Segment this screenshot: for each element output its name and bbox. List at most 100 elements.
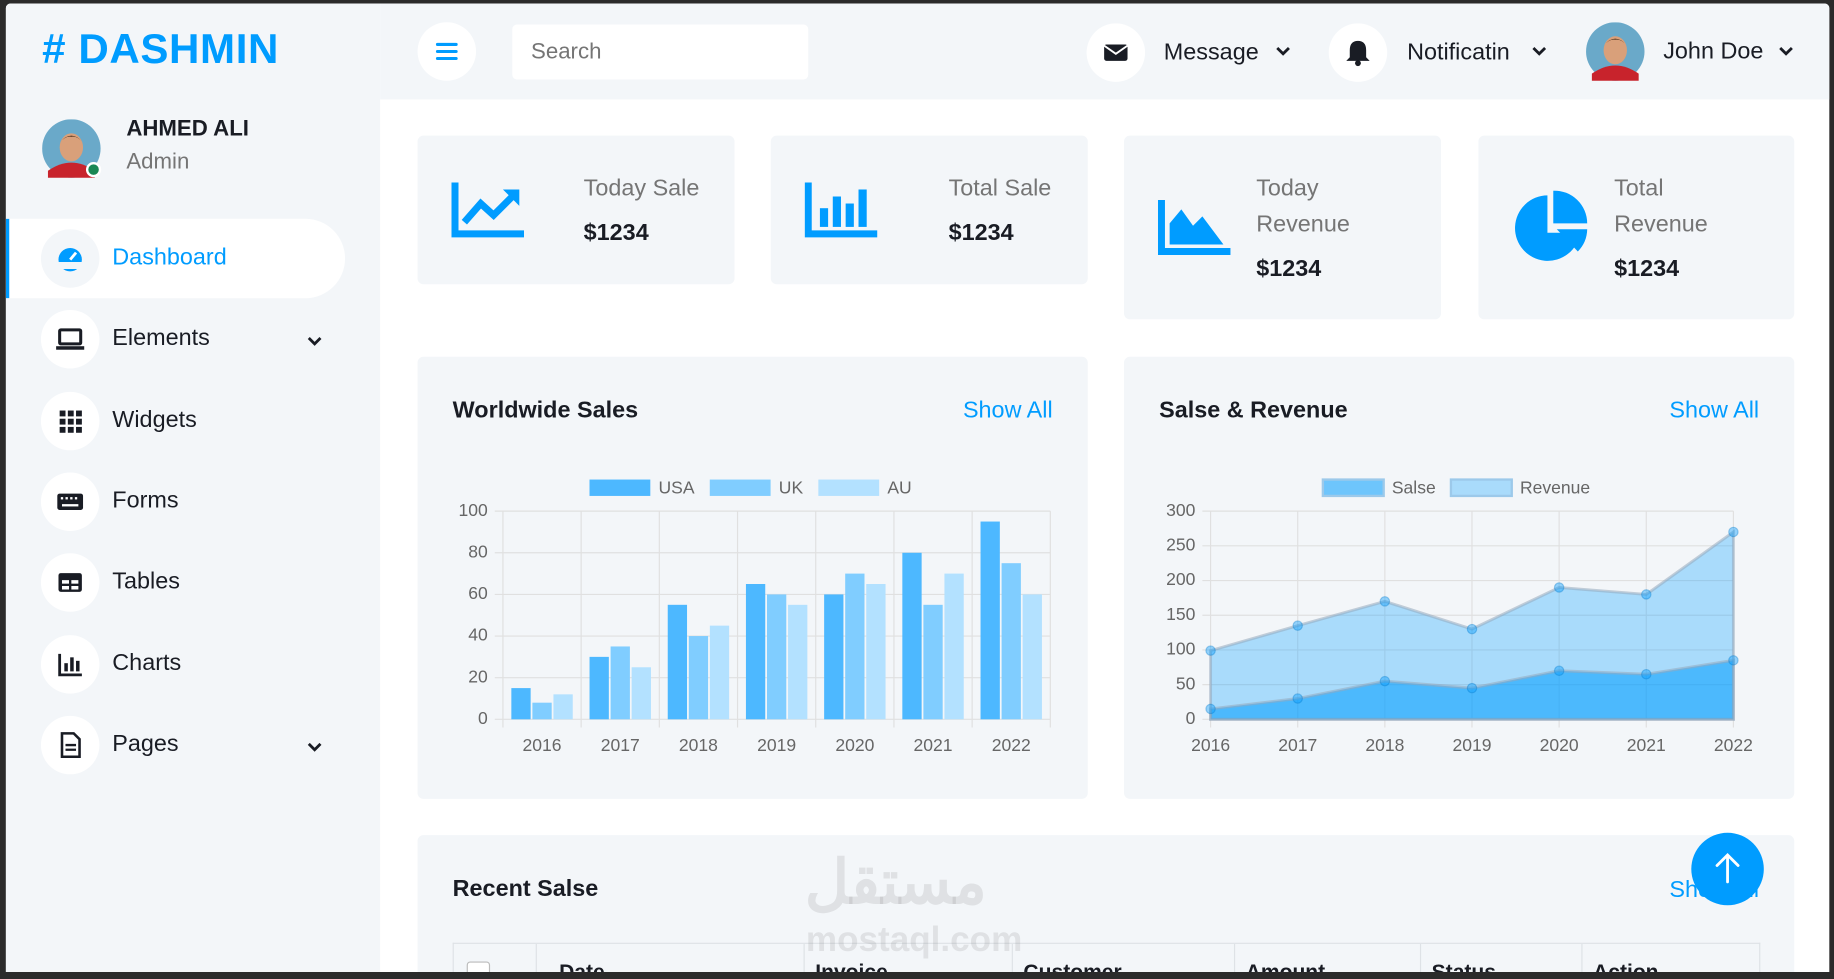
stat-card: Total Sale $1234 <box>770 135 1088 285</box>
x-tick-label: 2021 <box>1627 735 1666 755</box>
notification-icon[interactable] <box>1328 23 1388 82</box>
table-divider <box>1419 943 1422 972</box>
stat-label: Total Revenue <box>1614 175 1708 238</box>
brand[interactable]: # DASHMIN <box>42 24 279 73</box>
chart-title: Salse & Revenue <box>1159 397 1348 424</box>
legend-label: AU <box>887 478 911 498</box>
table-column-header: Amount <box>1246 960 1326 972</box>
nav-icon <box>40 634 100 694</box>
bar <box>610 646 630 720</box>
bar <box>589 656 609 720</box>
table-column-header: Invoice <box>815 960 888 972</box>
menu-toggle[interactable] <box>417 22 477 81</box>
nav-icon <box>40 472 100 531</box>
table-header <box>452 942 1761 972</box>
point <box>1379 675 1391 687</box>
nav-label[interactable]: Pages <box>112 730 179 757</box>
y-tick-label: 100 <box>458 500 488 520</box>
message-label[interactable]: Message <box>1163 39 1259 66</box>
profile-role: Admin <box>126 149 190 175</box>
y-tick-label: 80 <box>468 541 488 561</box>
y-tick-label: 150 <box>1166 604 1196 624</box>
notification-caret[interactable] <box>1531 46 1547 58</box>
point <box>1205 645 1216 656</box>
table-column-header: Status <box>1432 960 1496 972</box>
stat-card: Today Revenue $1234 <box>1124 135 1441 320</box>
x-tick-label: 2019 <box>1452 735 1491 755</box>
stat-icon <box>1157 200 1231 255</box>
point <box>1292 693 1303 704</box>
nav-label[interactable]: Dashboard <box>112 244 227 271</box>
nav-icon <box>40 310 100 369</box>
point <box>1641 668 1652 680</box>
legend-swatch <box>589 479 651 496</box>
watermark: مستقل <box>804 849 987 917</box>
nav-item[interactable]: Widgets <box>6 381 345 461</box>
bar <box>788 604 808 720</box>
nav-caret[interactable] <box>306 333 322 354</box>
bar <box>667 604 688 720</box>
notification-label[interactable]: Notificatin <box>1407 39 1510 66</box>
user-name[interactable]: John Doe <box>1663 38 1764 65</box>
nav-label[interactable]: Charts <box>112 649 182 676</box>
legend-label: UK <box>779 478 804 498</box>
nav-icon <box>40 391 100 450</box>
x-tick-label: 2020 <box>835 735 874 755</box>
legend-swatch <box>709 479 771 496</box>
bar <box>1022 594 1042 720</box>
bar <box>845 573 865 720</box>
y-tick-label: 100 <box>1166 639 1196 659</box>
bar <box>745 584 766 720</box>
stat-card: Total Revenue $1234 <box>1478 135 1795 320</box>
stat-value: $1234 <box>1614 256 1680 282</box>
point <box>1379 596 1391 607</box>
table-divider <box>1011 943 1013 972</box>
table-checkbox[interactable] <box>466 961 491 972</box>
nav-item[interactable]: Forms <box>6 462 345 542</box>
point <box>1466 682 1478 694</box>
nav-label[interactable]: Widgets <box>112 406 197 433</box>
table-divider <box>1233 943 1236 972</box>
user-avatar[interactable] <box>1586 22 1647 83</box>
x-tick-label: 2016 <box>1191 735 1230 755</box>
message-caret[interactable] <box>1275 46 1291 58</box>
nav-item[interactable]: Charts <box>6 624 345 704</box>
legend-swatch <box>1321 478 1385 498</box>
bar <box>631 667 651 720</box>
chart-card: Salse & Revenue Show All <box>1124 356 1795 799</box>
bar <box>532 702 552 720</box>
chart-title: Worldwide Sales <box>452 397 639 424</box>
back-to-top[interactable] <box>1691 832 1764 906</box>
message-icon[interactable] <box>1086 23 1146 82</box>
x-tick-label: 2021 <box>914 735 953 755</box>
nav-item[interactable]: Dashboard <box>5 218 346 299</box>
nav-label[interactable]: Elements <box>112 325 210 352</box>
y-tick-label: 50 <box>1176 673 1196 693</box>
search-input[interactable]: Search <box>512 24 809 80</box>
nav-label[interactable]: Tables <box>112 568 180 595</box>
legend-label: USA <box>659 478 695 498</box>
nav-caret[interactable] <box>306 738 322 759</box>
table-divider <box>535 943 537 972</box>
x-tick-label: 2018 <box>679 735 718 755</box>
show-all-link[interactable]: Show All <box>1669 397 1760 424</box>
stat-value: $1234 <box>583 219 649 246</box>
y-tick-label: 60 <box>468 583 488 603</box>
user-caret[interactable] <box>1778 46 1794 58</box>
bar <box>902 552 922 720</box>
point <box>1728 526 1739 538</box>
bar <box>1001 563 1021 720</box>
nav-item[interactable]: Tables <box>6 543 345 623</box>
nav-icon <box>40 553 100 612</box>
nav-label[interactable]: Forms <box>112 487 179 514</box>
bar <box>709 625 730 720</box>
nav-item[interactable]: Pages <box>6 705 345 785</box>
show-all-link[interactable]: Show All <box>962 397 1053 424</box>
x-tick-label: 2016 <box>523 735 562 755</box>
point <box>1553 665 1565 677</box>
stat-label: Today Revenue <box>1256 175 1350 238</box>
profile-avatar[interactable] <box>42 119 105 182</box>
nav-item[interactable]: Elements <box>6 300 345 380</box>
y-tick-label: 20 <box>468 666 488 686</box>
